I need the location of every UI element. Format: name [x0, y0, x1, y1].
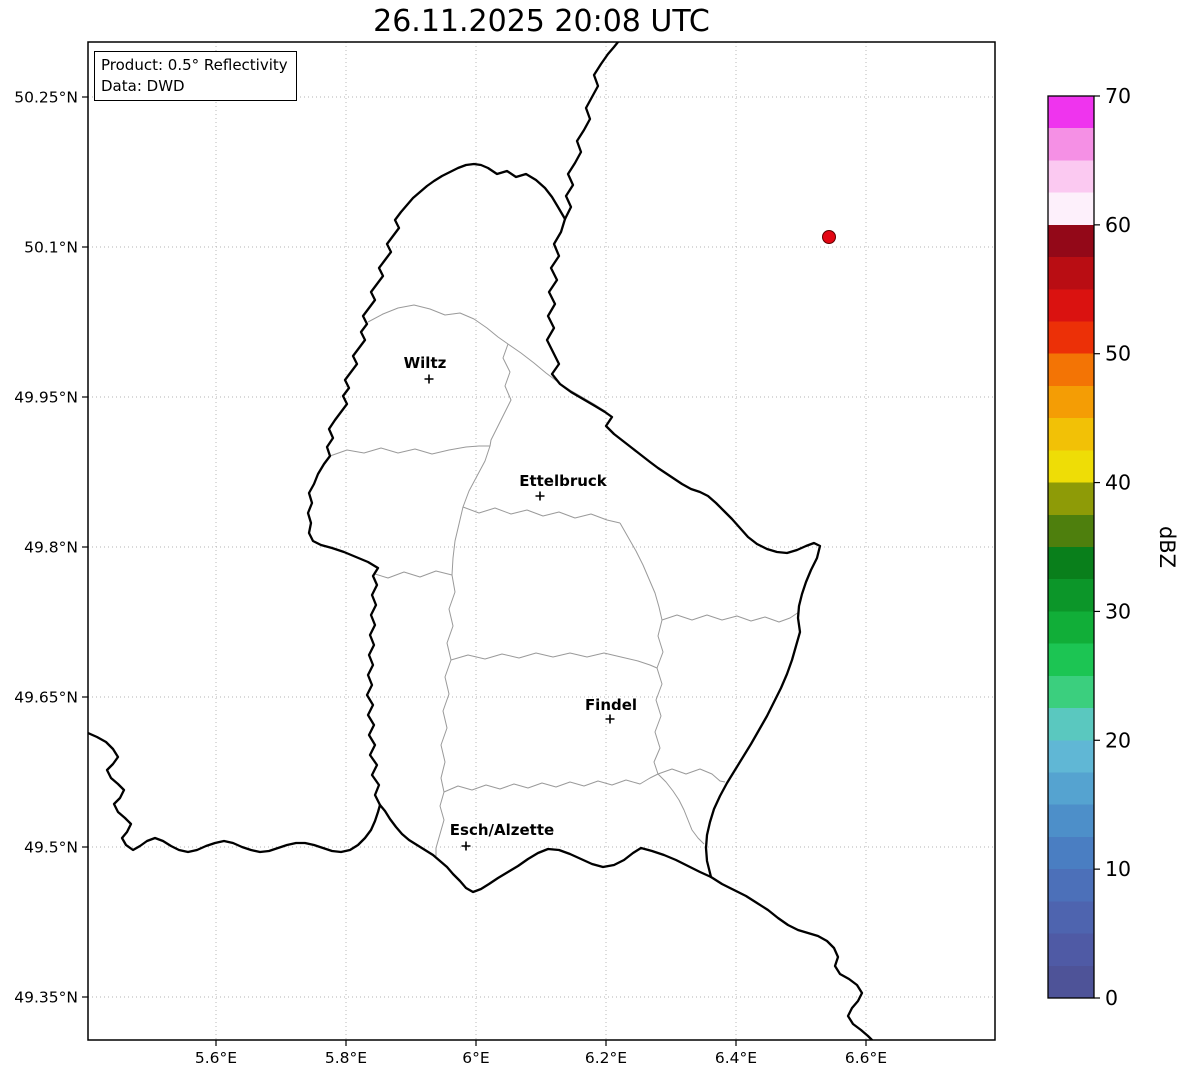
neighbor-border [709, 875, 874, 1040]
colorbar-segment [1048, 192, 1094, 225]
colorbar-segment [1048, 96, 1094, 129]
colorbar-segment [1048, 965, 1094, 998]
district-border [619, 522, 663, 621]
colorbar-tick-label: 30 [1105, 599, 1131, 623]
graticule [88, 42, 995, 1040]
colorbar-tick-label: 60 [1105, 213, 1131, 237]
country-borders [88, 42, 874, 1040]
colorbar-segment [1048, 836, 1094, 870]
plot-frame [87, 41, 996, 1041]
city-label: Esch/Alzette [450, 821, 554, 839]
city-label: Findel [585, 696, 637, 714]
district-border [367, 304, 509, 345]
colorbar-segment [1048, 289, 1094, 322]
y-tick-label: 49.8°N [24, 539, 78, 557]
colorbar-segment [1048, 514, 1094, 547]
colorbar-segment [1048, 385, 1094, 419]
colorbar-tick-label: 10 [1105, 857, 1131, 881]
y-tick-label: 49.35°N [14, 989, 78, 1007]
neighbor-border [88, 731, 382, 854]
colorbar-segment [1048, 933, 1094, 966]
y-tick-label: 49.95°N [14, 389, 78, 407]
city-marker [535, 491, 545, 501]
city-label: Wiltz [404, 354, 447, 372]
colorbar-segment [1048, 418, 1094, 451]
colorbar-segment [1048, 675, 1094, 709]
district-border [462, 506, 621, 524]
colorbar-segment [1048, 547, 1094, 580]
colorbar-segment [1048, 450, 1094, 483]
legend-source-line: Data: DWD [101, 76, 185, 95]
legend-product-line: Product: 0.5° Reflectivity [101, 56, 288, 74]
axis-ticks: 5.6°E 5.8°E 6°E 6.2°E 6.4°E 6.6°E 50.25°N 50.1°… [14, 89, 887, 1068]
city-marker [424, 374, 434, 384]
city-marker [461, 841, 471, 851]
district-border [653, 619, 664, 775]
x-tick-label: 6.6°E [845, 1049, 887, 1067]
colorbar-segment [1048, 708, 1094, 741]
y-tick-label: 49.65°N [14, 689, 78, 707]
colorbar-tick-label: 0 [1105, 986, 1118, 1010]
colorbar-segment [1048, 321, 1094, 354]
colorbar-tick-label: 40 [1105, 471, 1131, 495]
map-layers: Wiltz Ettelbruck Findel Esch/Alzette [88, 42, 995, 1040]
colorbar-segment [1048, 611, 1094, 644]
colorbar-frame [1047, 95, 1095, 999]
x-tick-label: 5.6°E [195, 1049, 237, 1067]
colorbar-tick-label: 20 [1105, 728, 1131, 752]
neighbor-border [563, 42, 620, 221]
district-border [507, 343, 606, 412]
city-label: Ettelbruck [519, 472, 608, 490]
y-tick-label: 49.5°N [24, 839, 78, 857]
colorbar-segment [1048, 869, 1094, 902]
district-border [374, 570, 453, 579]
cities: Wiltz Ettelbruck Findel Esch/Alzette [402, 353, 639, 851]
colorbar-segment [1048, 804, 1094, 837]
district-border [657, 773, 705, 845]
colorbar-segment [1048, 257, 1094, 290]
colorbar-segment [1048, 482, 1094, 515]
district-border [657, 768, 726, 783]
figure-title: 26.11.2025 20:08 UTC [373, 4, 710, 39]
colorbar-unit-label: dBZ [1155, 526, 1179, 568]
colorbar-segment [1048, 901, 1094, 934]
district-border [489, 343, 512, 447]
colorbar-segment [1048, 353, 1094, 386]
colorbar-segment [1048, 772, 1094, 805]
colorbar: 0 10 20 30 40 50 60 70 dBZ [1047, 84, 1179, 1010]
district-border [661, 611, 800, 623]
colorbar-segment [1048, 740, 1094, 773]
x-tick-label: 6.2°E [585, 1049, 627, 1067]
product-legend: Product: 0.5° Reflectivity Data: DWD [94, 51, 297, 102]
y-tick-label: 50.1°N [24, 239, 78, 257]
luxembourg-border [306, 162, 822, 894]
district-border [329, 445, 490, 457]
district-border [450, 652, 658, 669]
district-border [443, 773, 659, 793]
colorbar-tick-label: 70 [1105, 84, 1131, 108]
colorbar-segment [1048, 643, 1094, 676]
x-tick-label: 5.8°E [325, 1049, 367, 1067]
colorbar-segment [1048, 160, 1094, 193]
colorbar-tick-label: 50 [1105, 342, 1131, 366]
y-tick-label: 50.25°N [14, 89, 78, 107]
city-marker [605, 714, 615, 724]
radar-echo-dot [822, 230, 836, 244]
x-tick-label: 6.4°E [715, 1049, 757, 1067]
district-borders [329, 304, 800, 856]
colorbar-segment [1048, 128, 1094, 161]
x-tick-label: 6°E [462, 1049, 489, 1067]
colorbar-segment [1048, 579, 1094, 612]
colorbar-segment [1048, 224, 1094, 258]
